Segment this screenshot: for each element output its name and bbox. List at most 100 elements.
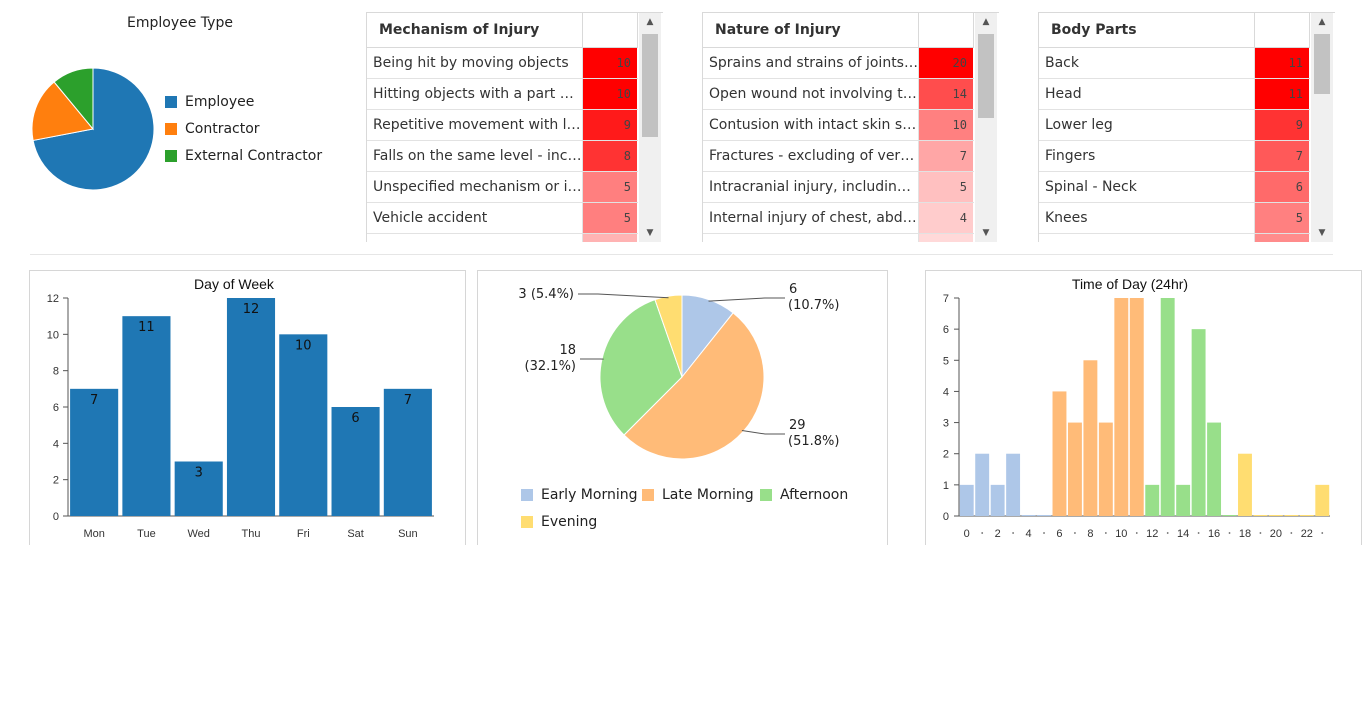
- bar-tue[interactable]: [122, 316, 171, 516]
- table-row[interactable]: Repetitive movement with low muscle load…: [367, 110, 638, 141]
- bar-value-label: 6: [351, 411, 359, 426]
- table-row[interactable]: Vehicle accident 5: [367, 203, 638, 234]
- bar-hour-16[interactable]: [1207, 422, 1222, 516]
- grid-header-value[interactable]: [583, 13, 638, 47]
- y-tick-label: 4: [943, 386, 949, 398]
- bar-thu[interactable]: [226, 298, 276, 516]
- scroll-thumb[interactable]: [978, 34, 994, 118]
- row-name: Unspecified mechanism or incident: [367, 172, 583, 202]
- bar-hour-13[interactable]: [1160, 298, 1175, 516]
- scroll-thumb[interactable]: [1314, 34, 1330, 94]
- scroll-down-arrow-icon[interactable]: ▼: [982, 228, 990, 238]
- legend-item-late-morning[interactable]: Late Morning: [642, 487, 754, 503]
- scroll-thumb[interactable]: [642, 34, 658, 137]
- scroll-up-arrow-icon[interactable]: ▲: [982, 17, 990, 27]
- bar-hour-2[interactable]: [990, 484, 1005, 516]
- table-row[interactable]: Back 11: [1039, 48, 1310, 79]
- bar-hour-12[interactable]: [1145, 484, 1160, 516]
- legend-item-contractor[interactable]: Contractor: [165, 121, 260, 137]
- day-of-week-chart: Day of Week 0 2 4 6 8 10 12 7 Mon 11 Tue 3 Wed 12 Thu 10…: [47, 276, 434, 540]
- legend-swatch-evening: [521, 516, 533, 528]
- legend-item-evening[interactable]: Evening: [521, 514, 597, 530]
- table-row[interactable]: [1039, 234, 1310, 242]
- x-minor-tick-dot: [1135, 532, 1138, 534]
- employee-type-panel: Employee Type Employee Contractor Extern…: [0, 0, 340, 245]
- bar-fri[interactable]: [279, 334, 328, 516]
- bar-hour-11[interactable]: [1129, 298, 1144, 516]
- table-row[interactable]: Falls on the same level - including trip…: [367, 141, 638, 172]
- bar-hour-8[interactable]: [1083, 360, 1098, 516]
- bar-hour-18[interactable]: [1238, 453, 1252, 516]
- body-parts-grid[interactable]: Body Parts Back 11 Head 11 Lower leg 9 Fingers…: [1038, 12, 1335, 242]
- x-tick-label: Sun: [398, 528, 418, 540]
- row-name: [367, 234, 583, 242]
- bar-sun[interactable]: [383, 388, 432, 516]
- grid-header: Nature of Injury: [703, 13, 974, 48]
- y-tick-label: 6: [943, 324, 949, 336]
- table-row[interactable]: Contusion with intact skin surface10: [703, 110, 974, 141]
- legend-label-early-morning: Early Morning: [541, 487, 638, 503]
- pie-slice-evening[interactable]: [654, 294, 683, 378]
- bar-hour-23[interactable]: [1315, 484, 1330, 516]
- table-row[interactable]: Sprains and strains of joints and adjace…: [703, 48, 974, 79]
- row-name: Contusion with intact skin surface: [703, 110, 919, 140]
- grid-header-value[interactable]: [1255, 13, 1310, 47]
- grid-scrollbar[interactable]: ▲ ▼: [639, 13, 661, 242]
- pie-percent-label-late-morning: (51.8%): [788, 434, 839, 449]
- bar-hour-6[interactable]: [1052, 391, 1067, 516]
- bar-hour-15[interactable]: [1191, 329, 1206, 516]
- table-row[interactable]: Hitting objects with a part of the body1…: [367, 79, 638, 110]
- scroll-up-arrow-icon[interactable]: ▲: [646, 17, 654, 27]
- bar-sat[interactable]: [331, 407, 380, 516]
- grid-header-name[interactable]: Nature of Injury: [703, 13, 919, 47]
- table-row[interactable]: Lower leg 9: [1039, 110, 1310, 141]
- table-row[interactable]: Open wound not involving traumatic amput…: [703, 79, 974, 110]
- bar-hour-10[interactable]: [1114, 298, 1129, 516]
- table-row[interactable]: [703, 234, 974, 242]
- x-tick-label: Wed: [188, 528, 210, 540]
- bar-wed[interactable]: [174, 461, 223, 517]
- legend-item-external-contractor[interactable]: External Contractor: [165, 148, 322, 164]
- bar-hour-14[interactable]: [1176, 484, 1191, 516]
- table-row[interactable]: [367, 234, 638, 242]
- legend-item-afternoon[interactable]: Afternoon: [760, 487, 848, 503]
- grid-scrollbar[interactable]: ▲ ▼: [975, 13, 997, 242]
- grid-header-value[interactable]: [919, 13, 974, 47]
- table-row[interactable]: Knees 5: [1039, 203, 1310, 234]
- scroll-down-arrow-icon[interactable]: ▼: [1318, 228, 1326, 238]
- scroll-up-arrow-icon[interactable]: ▲: [1318, 17, 1326, 27]
- grid-body: Being hit by moving objects 10 Hitting obj…: [367, 48, 638, 242]
- grid-scrollbar[interactable]: ▲ ▼: [1311, 13, 1333, 242]
- row-value: [583, 234, 637, 242]
- bar-hour-7[interactable]: [1067, 422, 1082, 516]
- grid-header-name[interactable]: Mechanism of Injury: [367, 13, 583, 47]
- table-row[interactable]: Fractures - excluding of vertebral colum…: [703, 141, 974, 172]
- pie-slice-late-morning[interactable]: [623, 312, 765, 460]
- scroll-down-arrow-icon[interactable]: ▼: [646, 228, 654, 238]
- table-row[interactable]: Head 11: [1039, 79, 1310, 110]
- legend-item-early-morning[interactable]: Early Morning: [521, 487, 637, 503]
- grid-body: Back 11 Head 11 Lower leg 9 Fingers 7 Spinal - N…: [1039, 48, 1310, 242]
- table-row[interactable]: Fingers 7: [1039, 141, 1310, 172]
- legend-item-employee[interactable]: Employee: [165, 94, 254, 110]
- pie-slice-contractor[interactable]: [31, 81, 94, 142]
- row-name: Falls on the same level - including trip…: [367, 141, 583, 171]
- table-row[interactable]: Being hit by moving objects 10: [367, 48, 638, 79]
- bar-hour-1[interactable]: [975, 453, 990, 516]
- table-row[interactable]: Intracranial injury, including concussio…: [703, 172, 974, 203]
- x-tick-label: 22: [1301, 528, 1313, 540]
- bar-hour-9[interactable]: [1098, 422, 1113, 516]
- bar-hour-0[interactable]: [959, 484, 974, 516]
- mechanism-of-injury-grid[interactable]: Mechanism of Injury Being hit by moving …: [366, 12, 663, 242]
- pie-slice-external-contractor[interactable]: [53, 67, 94, 131]
- table-row[interactable]: Internal injury of chest, abdomen and pe…: [703, 203, 974, 234]
- row-name: Being hit by moving objects: [367, 48, 583, 78]
- table-row[interactable]: Unspecified mechanism or incident5: [367, 172, 638, 203]
- x-minor-tick-dot: [1290, 532, 1293, 534]
- table-row[interactable]: Spinal - Neck 6: [1039, 172, 1310, 203]
- grid-header-name[interactable]: Body Parts: [1039, 13, 1255, 47]
- nature-of-injury-grid[interactable]: Nature of Injury Sprains and strains of …: [702, 12, 999, 242]
- bar-mon[interactable]: [70, 388, 119, 516]
- bar-hour-3[interactable]: [1006, 453, 1021, 516]
- x-tick-label: 18: [1239, 528, 1251, 540]
